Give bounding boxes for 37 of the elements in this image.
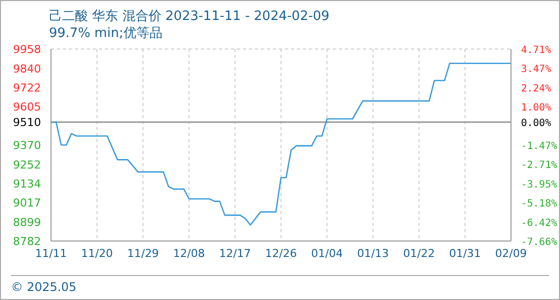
x-tick-label: 11/29: [127, 246, 159, 260]
y-tick-label: 9722: [13, 82, 41, 95]
y-tick-label: 9134: [13, 178, 41, 191]
y-tick-label: 8782: [13, 235, 41, 248]
x-tick-label: 11/20: [81, 246, 113, 260]
y2-tick-label: -1.47%: [521, 140, 558, 152]
y2-tick-label: -3.95%: [521, 179, 558, 190]
x-tick-label: 12/17: [219, 246, 251, 260]
y2-tick-label: 2.24%: [521, 83, 552, 94]
x-tick-label: 01/13: [357, 246, 389, 260]
y2-tick-label: -6.42%: [521, 218, 558, 229]
y-tick-label: 9605: [13, 100, 41, 114]
y-tick-label: 9840: [13, 62, 41, 76]
x-tick-label: 12/26: [265, 246, 297, 260]
x-tick-label: 01/04: [311, 246, 343, 260]
y2-tick-label: 1.00%: [521, 102, 552, 114]
x-tick-label: 01/31: [449, 246, 481, 260]
text: © 2025.05: [11, 280, 76, 294]
x-tick-label: 12/08: [173, 246, 205, 260]
y-tick-label: 9252: [13, 158, 41, 172]
y-tick-label: 9510: [13, 116, 41, 130]
y2-tick-label: 3.47%: [521, 64, 552, 76]
chart-title: 己二酸 华东 混合价 2023-11-11 - 2024-02-09: [49, 8, 330, 25]
line-series: [51, 62, 511, 226]
x-tick-label: 01/22: [403, 246, 435, 260]
y-tick-label: 9017: [13, 196, 41, 210]
x-tick-label: 02/09: [495, 246, 527, 260]
y2-tick-label: 4.71%: [521, 45, 552, 56]
y-tick-label: 8899: [13, 216, 41, 229]
y2-tick-label: -7.66%: [521, 237, 558, 248]
x-tick-label: 11/11: [35, 246, 67, 260]
y2-tick-label: -2.71%: [521, 160, 558, 172]
y2-tick-label: 0.00%: [521, 118, 552, 130]
y2-tick-label: -5.18%: [521, 198, 558, 210]
y-tick-label: 9370: [13, 139, 41, 152]
y-tick-label: 9958: [13, 43, 41, 56]
chart-subtitle: 99.7% min;优等品: [49, 25, 162, 42]
